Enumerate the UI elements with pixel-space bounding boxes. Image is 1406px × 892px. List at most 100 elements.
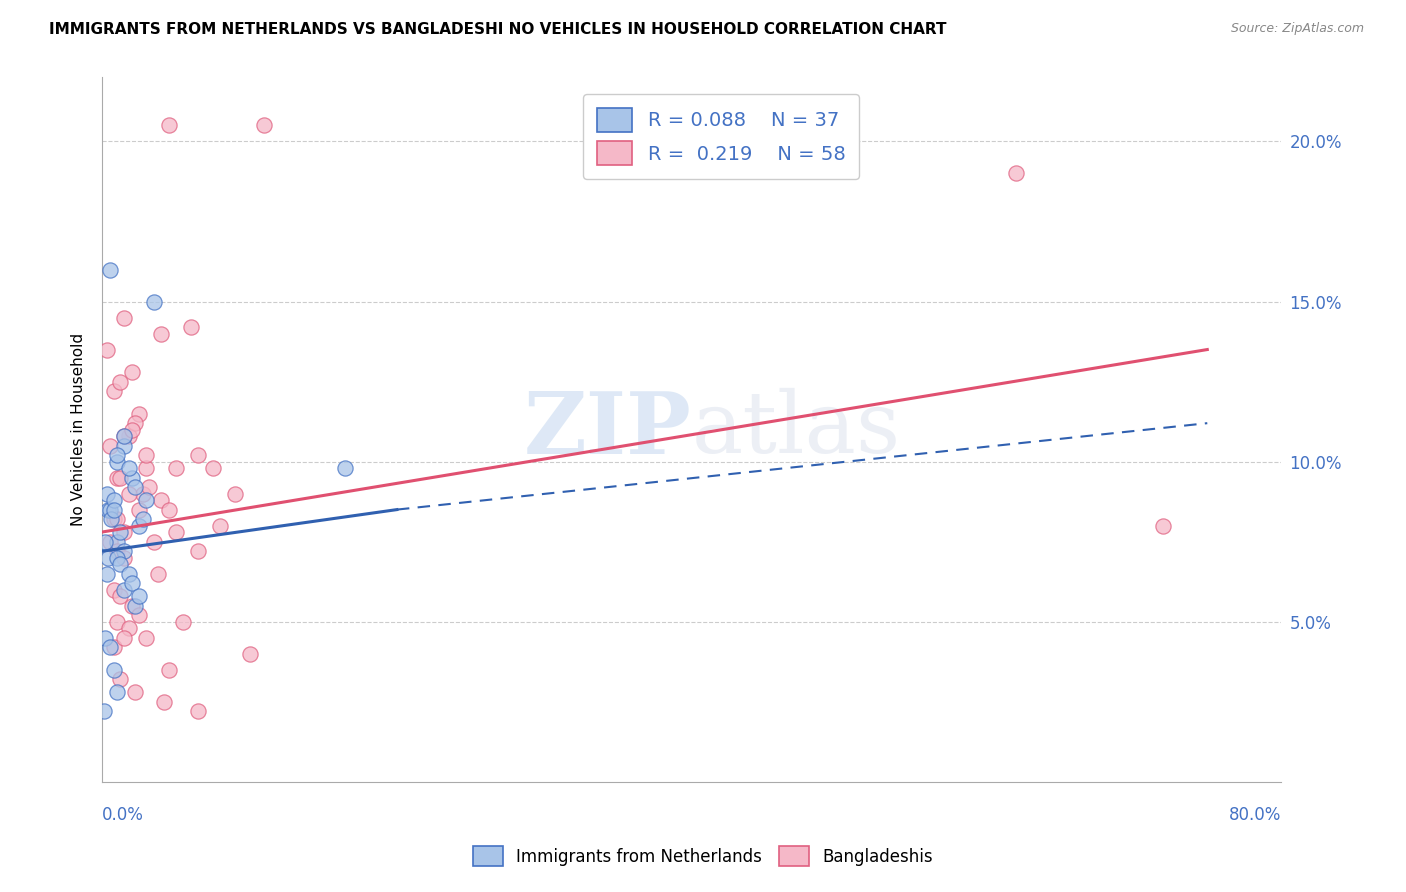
Point <box>253 119 276 133</box>
Point <box>121 576 143 591</box>
Point <box>132 486 155 500</box>
Legend: Immigrants from Netherlands, Bangladeshis: Immigrants from Netherlands, Bangladeshi… <box>467 839 939 873</box>
Point <box>121 365 143 379</box>
Point <box>103 384 125 399</box>
Text: 0.0%: 0.0% <box>103 806 143 824</box>
Point <box>94 631 117 645</box>
Point <box>157 119 180 133</box>
Point <box>142 294 165 309</box>
Legend: R = 0.088    N = 37, R =  0.219    N = 58: R = 0.088 N = 37, R = 0.219 N = 58 <box>583 95 859 178</box>
Point <box>124 480 146 494</box>
Point <box>121 423 143 437</box>
Point <box>96 343 118 357</box>
Point <box>94 534 117 549</box>
Point <box>124 416 146 430</box>
Point <box>180 320 202 334</box>
Point <box>98 502 121 516</box>
Point <box>118 621 141 635</box>
Point <box>112 524 135 539</box>
Point <box>118 429 141 443</box>
Point <box>108 589 131 603</box>
Text: atlas: atlas <box>692 388 901 471</box>
Point <box>100 512 122 526</box>
Point <box>150 326 173 341</box>
Point <box>98 534 121 549</box>
Point <box>105 534 128 549</box>
Point <box>108 673 131 687</box>
Point <box>121 470 143 484</box>
Point <box>335 461 357 475</box>
Point <box>135 448 157 462</box>
Text: Source: ZipAtlas.com: Source: ZipAtlas.com <box>1230 22 1364 36</box>
Point <box>238 647 260 661</box>
Point <box>128 518 150 533</box>
Point <box>105 615 128 629</box>
Point <box>153 695 176 709</box>
Point <box>108 524 131 539</box>
Point <box>187 448 209 462</box>
Point <box>112 544 135 558</box>
Point <box>165 461 187 475</box>
Point <box>108 470 131 484</box>
Point <box>138 480 160 494</box>
Point <box>112 429 135 443</box>
Point <box>112 310 135 325</box>
Point <box>128 608 150 623</box>
Point <box>124 599 146 613</box>
Point <box>124 685 146 699</box>
Point <box>121 599 143 613</box>
Point <box>97 502 120 516</box>
Point <box>103 582 125 597</box>
Y-axis label: No Vehicles in Household: No Vehicles in Household <box>72 333 86 526</box>
Point <box>98 439 121 453</box>
Point <box>135 461 157 475</box>
Point <box>135 493 157 508</box>
Point <box>93 704 115 718</box>
Point <box>103 493 125 508</box>
Point <box>112 631 135 645</box>
Point <box>135 631 157 645</box>
Point <box>128 589 150 603</box>
Point <box>1152 518 1174 533</box>
Point <box>148 566 170 581</box>
Point <box>172 615 194 629</box>
Point <box>105 454 128 468</box>
Point <box>103 640 125 655</box>
Point <box>112 439 135 453</box>
Point <box>128 502 150 516</box>
Point <box>103 512 125 526</box>
Point <box>118 566 141 581</box>
Point <box>150 493 173 508</box>
Point <box>103 502 125 516</box>
Point <box>97 550 120 565</box>
Point <box>128 407 150 421</box>
Point <box>1004 166 1026 180</box>
Point <box>165 524 187 539</box>
Point <box>209 518 232 533</box>
Point <box>108 375 131 389</box>
Point <box>112 550 135 565</box>
Point <box>187 704 209 718</box>
Point <box>98 262 121 277</box>
Point <box>118 461 141 475</box>
Point <box>118 486 141 500</box>
Point <box>187 544 209 558</box>
Point <box>103 663 125 677</box>
Point <box>157 502 180 516</box>
Point <box>112 429 135 443</box>
Point <box>98 640 121 655</box>
Point <box>157 663 180 677</box>
Point <box>105 448 128 462</box>
Point <box>105 550 128 565</box>
Point <box>105 685 128 699</box>
Point <box>201 461 224 475</box>
Point <box>142 534 165 549</box>
Text: ZIP: ZIP <box>524 387 692 472</box>
Point <box>132 512 155 526</box>
Text: 80.0%: 80.0% <box>1229 806 1281 824</box>
Point <box>105 512 128 526</box>
Point <box>112 582 135 597</box>
Point <box>224 486 246 500</box>
Point <box>96 566 118 581</box>
Point <box>105 470 128 484</box>
